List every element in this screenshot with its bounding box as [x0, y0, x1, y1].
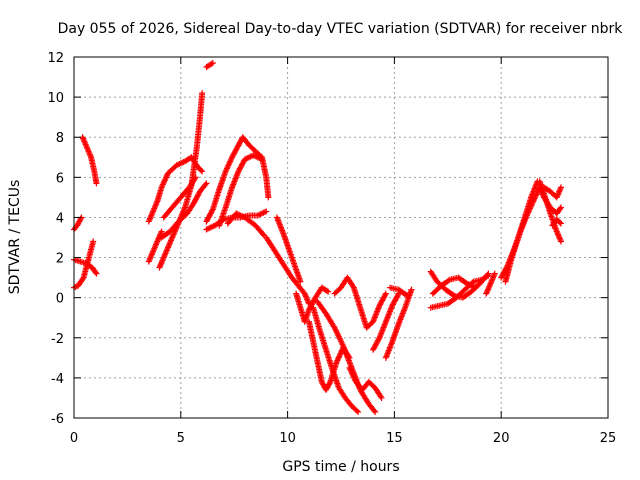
data-point [209, 207, 216, 214]
chart-title: Day 055 of 2026, Sidereal Day-to-day VTE… [58, 21, 624, 37]
data-point [209, 60, 216, 67]
x-tick-label: 5 [177, 431, 185, 446]
data-point [394, 291, 401, 298]
data-point [208, 60, 215, 67]
y-tick-label: -6 [51, 412, 64, 427]
x-tick-label: 15 [386, 431, 403, 446]
data-point [202, 181, 209, 188]
y-tick-label: 2 [56, 252, 64, 267]
data-point [77, 215, 84, 222]
x-axis-label: GPS time / hours [282, 459, 399, 475]
y-tick-label: 12 [47, 51, 64, 66]
data-points [71, 60, 565, 415]
y-tick-label: 0 [56, 292, 64, 307]
data-point [558, 184, 565, 191]
data-point [265, 194, 272, 201]
data-point [199, 168, 206, 175]
data-point [323, 287, 330, 294]
data-point [491, 270, 498, 277]
data-point [258, 156, 265, 163]
data-point [408, 286, 415, 293]
data-point [353, 407, 360, 414]
data-point [382, 291, 389, 298]
data-point [402, 291, 409, 298]
data-point [557, 205, 564, 212]
data-point [79, 275, 86, 282]
data-point [375, 336, 382, 343]
data-point [485, 272, 492, 279]
data-point [90, 238, 97, 245]
data-point [449, 291, 456, 298]
data-point [558, 204, 565, 211]
y-tick-label: -4 [51, 372, 64, 387]
y-tick-label: -2 [51, 332, 64, 347]
data-point [326, 380, 333, 387]
data-point [158, 228, 165, 235]
data-point [472, 284, 479, 291]
y-tick-label: 4 [56, 211, 64, 226]
y-axis-label: SDTVAR / TECUs [7, 180, 23, 295]
x-tick-label: 25 [600, 431, 617, 446]
data-point [371, 407, 378, 414]
data-point [378, 394, 385, 401]
data-point [93, 270, 100, 277]
y-tick-label: 8 [56, 131, 64, 146]
x-tick-label: 20 [493, 431, 510, 446]
data-point [263, 208, 270, 215]
data-point [203, 180, 210, 187]
y-tick-label: 10 [47, 91, 64, 106]
data-point [199, 90, 206, 97]
plot-frame [73, 56, 609, 419]
data-point [445, 277, 452, 284]
data-point [372, 408, 379, 415]
data-point [297, 278, 304, 285]
data-point [93, 180, 100, 187]
grid-lines [74, 57, 608, 418]
data-point [325, 288, 332, 295]
data-point [556, 219, 563, 226]
data-point [382, 290, 389, 297]
data-point [260, 231, 267, 238]
x-tick-label: 0 [70, 431, 78, 446]
data-point [198, 167, 205, 174]
data-point [558, 220, 565, 227]
data-point [404, 292, 411, 299]
y-tick-label: 6 [56, 171, 64, 186]
data-point [192, 174, 199, 181]
data-point [355, 408, 362, 415]
data-point [92, 269, 99, 276]
axis-ticks: 0 5 10 15 20 25 -6 -4 -2 0 2 4 6 8 10 12 [47, 51, 616, 446]
data-point [484, 273, 491, 280]
data-point [558, 238, 565, 245]
x-tick-label: 10 [279, 431, 296, 446]
